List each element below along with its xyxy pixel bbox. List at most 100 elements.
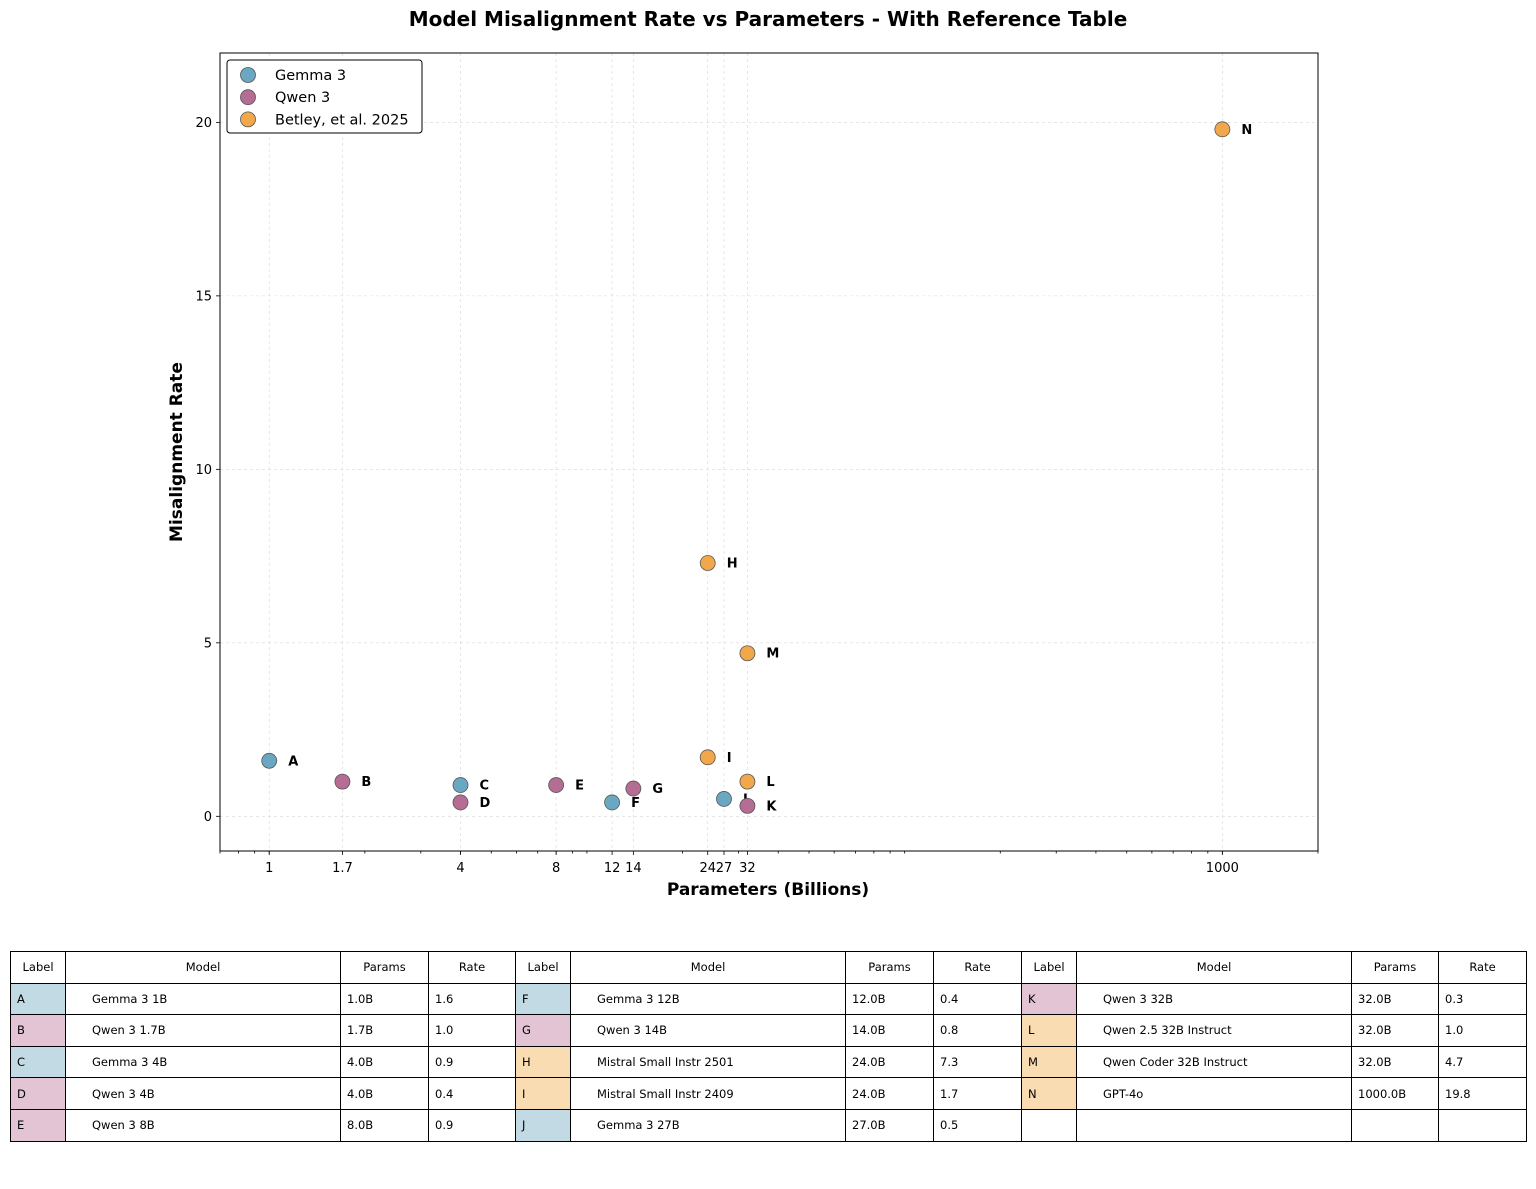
plot-frame [219, 52, 1319, 852]
cell-model: Gemma 3 27B [570, 1108, 846, 1142]
point-label-g: G [652, 782, 663, 797]
x-tick-label: 12 [604, 861, 621, 876]
y-tick-label: 10 [195, 463, 212, 478]
data-point-m [739, 645, 756, 662]
cell-label: D [10, 1077, 66, 1110]
header-rate: Rate [933, 951, 1022, 984]
cell-params: 32.0B [1351, 982, 1439, 1016]
point-label-b: B [361, 775, 371, 790]
reference-table: Label Model Params Rate Label Model Params Rate… [10, 951, 1527, 1142]
cell-model: Qwen 2.5 32B Instruct [1076, 1014, 1352, 1047]
cell-rate: 1.0 [1438, 1014, 1527, 1047]
cell-label: A [10, 982, 66, 1016]
y-tick-label: 5 [204, 636, 212, 651]
legend-entry: Gemma 3 [275, 68, 346, 84]
header-params: Params [1351, 951, 1439, 984]
table-row: C Gemma 3 4B 4.0B 0.9 H Mistral Small Instr 2… [10, 1045, 1527, 1079]
cell-rate: 0.4 [428, 1077, 516, 1110]
cell-rate: 1.7 [933, 1077, 1022, 1110]
legend: Gemma 3 Qwen 3 Betley, et al. 2025 [226, 59, 423, 134]
cell-params: 14.0B [845, 1014, 934, 1047]
y-tick-label: 0 [204, 810, 212, 825]
point-label-h: H [727, 557, 738, 572]
header-label: Label [10, 951, 66, 984]
header-rate: Rate [1438, 951, 1527, 984]
cell-params [1351, 1108, 1439, 1142]
cell-label: I [515, 1077, 571, 1110]
cell-params: 12.0B [845, 982, 934, 1016]
cell-label: K [1021, 982, 1077, 1016]
cell-params: 32.0B [1351, 1014, 1439, 1047]
cell-params: 1000.0B [1351, 1077, 1439, 1110]
cell-model: GPT-4o [1076, 1077, 1352, 1110]
x-tick-label: 8 [552, 861, 560, 876]
point-label-l: L [766, 775, 774, 790]
table-row: A Gemma 3 1B 1.0B 1.6 F Gemma 3 12B 12.0B 0.4 K Q… [10, 982, 1527, 1016]
cell-params: 24.0B [845, 1045, 934, 1079]
cell-params: 1.7B [340, 1014, 429, 1047]
cell-label: F [515, 982, 571, 1016]
point-label-m: M [766, 647, 779, 662]
scatter-chart: Model Misalignment Rate vs Parameters - … [167, 7, 1319, 900]
x-tick-label: 1000 [1206, 861, 1239, 876]
header-params: Params [845, 951, 934, 984]
header-model: Model [1076, 951, 1352, 984]
header-model: Model [570, 951, 846, 984]
chart-title: Model Misalignment Rate vs Parameters - … [409, 7, 1128, 31]
point-label-i: I [727, 751, 732, 766]
cell-label: G [515, 1014, 571, 1047]
cell-rate: 0.9 [428, 1045, 516, 1079]
cell-model: Gemma 3 4B [65, 1045, 341, 1079]
y-tick-label: 20 [195, 116, 212, 131]
x-tick-label: 24 [699, 861, 716, 876]
cell-rate: 4.7 [1438, 1045, 1527, 1079]
data-point-e [548, 777, 565, 793]
x-tick-label: 1.7 [332, 861, 353, 876]
y-tick-label: 15 [195, 289, 212, 304]
cell-model: Qwen 3 14B [570, 1014, 846, 1047]
table-header-row: Label Model Params Rate Label Model Params Rate… [10, 951, 1527, 984]
cell-params: 4.0B [340, 1077, 429, 1110]
legend-marker [240, 111, 256, 128]
point-label-k: K [766, 799, 777, 814]
cell-model: Mistral Small Instr 2409 [570, 1077, 846, 1110]
header-params: Params [340, 951, 429, 984]
data-point-l [739, 773, 756, 790]
data-point-c [452, 777, 469, 793]
cell-model: Mistral Small Instr 2501 [570, 1045, 846, 1079]
data-point-k [739, 797, 756, 814]
data-point-i [699, 749, 716, 766]
cell-model: Qwen 3 8B [65, 1108, 341, 1142]
y-axis-label: Misalignment Rate [167, 362, 187, 542]
cell-rate: 7.3 [933, 1045, 1022, 1079]
data-point-h [699, 555, 716, 571]
cell-model: Gemma 3 12B [570, 982, 846, 1016]
x-tick-label: 14 [625, 861, 642, 876]
point-label-c: C [479, 779, 489, 794]
cell-label: N [1021, 1077, 1077, 1110]
point-label-d: D [479, 796, 490, 811]
cell-label: J [515, 1108, 571, 1142]
grid [220, 53, 1318, 851]
cell-rate: 0.8 [933, 1014, 1022, 1047]
legend-box [226, 59, 423, 134]
x-tick-label: 27 [716, 861, 733, 876]
cell-params: 1.0B [340, 982, 429, 1016]
cell-label: E [10, 1108, 66, 1142]
cell-model: Qwen 3 32B [1076, 982, 1352, 1016]
data-point-f [604, 794, 620, 811]
cell-params: 27.0B [845, 1108, 934, 1142]
cell-label: L [1021, 1014, 1077, 1047]
cell-model: Qwen 3 4B [65, 1077, 341, 1110]
cell-params: 8.0B [340, 1108, 429, 1142]
header-model: Model [65, 951, 341, 984]
x-tick-label: 1 [265, 861, 273, 876]
point-label-f: F [631, 796, 640, 811]
cell-rate: 0.4 [933, 982, 1022, 1016]
x-tick-label: 32 [739, 861, 756, 876]
data-point-j [716, 791, 732, 807]
cell-rate: 0.5 [933, 1108, 1022, 1142]
data-point-g [625, 780, 642, 797]
cell-label: B [10, 1014, 66, 1047]
cell-label: C [10, 1045, 66, 1079]
